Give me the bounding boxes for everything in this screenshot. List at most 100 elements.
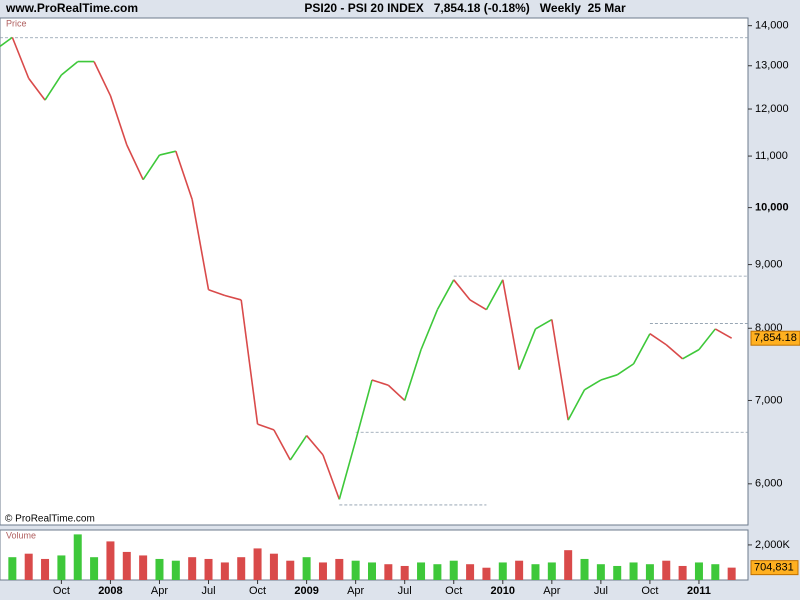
volume-bar bbox=[711, 564, 720, 580]
x-tick-label: Apr bbox=[151, 585, 168, 597]
x-tick-label: Apr bbox=[543, 585, 560, 597]
price-segment bbox=[665, 344, 684, 360]
volume-bar bbox=[318, 562, 327, 580]
price-segment bbox=[387, 384, 406, 402]
price-segment bbox=[436, 279, 455, 311]
volume-bar bbox=[482, 567, 491, 580]
volume-bar bbox=[368, 562, 376, 580]
volume-bar bbox=[155, 558, 164, 580]
price-segment bbox=[469, 299, 487, 311]
volume-bar bbox=[24, 553, 33, 580]
price-segment bbox=[0, 36, 13, 48]
x-tick-label: Oct bbox=[641, 585, 658, 597]
volume-bar bbox=[335, 558, 344, 580]
y-tick-label: 12,000 bbox=[755, 103, 789, 115]
price-panel bbox=[0, 17, 749, 526]
x-tick-label: Oct bbox=[249, 585, 266, 597]
price-segment bbox=[126, 144, 144, 181]
price-segment bbox=[208, 289, 226, 297]
price-segment bbox=[649, 333, 667, 346]
price-segment bbox=[698, 328, 716, 351]
price-segment bbox=[224, 294, 242, 301]
price-segment bbox=[420, 309, 439, 350]
price-segment bbox=[28, 77, 46, 101]
x-tick-label: 2008 bbox=[98, 585, 122, 597]
price-segment bbox=[305, 435, 324, 456]
x-tick-label: 2009 bbox=[294, 585, 318, 597]
price-segment bbox=[322, 454, 341, 500]
price-segment bbox=[240, 299, 259, 425]
price-segment bbox=[338, 440, 357, 500]
volume-bar bbox=[269, 553, 278, 580]
last-value-box bbox=[750, 330, 800, 346]
volume-bar bbox=[302, 557, 311, 580]
volume-bar bbox=[678, 565, 687, 580]
price-segment bbox=[551, 319, 569, 421]
chart-title: PSI20 - PSI 20 INDEX 7,854.18 (-0.18%) W… bbox=[304, 1, 626, 15]
price-segment bbox=[535, 318, 553, 330]
volume-bar bbox=[662, 560, 671, 580]
volume-bar bbox=[515, 560, 524, 580]
x-tick-label: 2010 bbox=[491, 585, 515, 597]
volume-bar bbox=[139, 555, 148, 580]
price-segment bbox=[682, 348, 700, 360]
volume-bar bbox=[727, 567, 736, 580]
price-segment bbox=[714, 328, 733, 339]
price-segment bbox=[93, 61, 112, 97]
volume-bar bbox=[73, 534, 82, 580]
volume-bar bbox=[90, 557, 99, 580]
price-segment bbox=[567, 389, 586, 421]
volume-bar bbox=[8, 557, 17, 580]
volume-bar bbox=[645, 564, 654, 580]
volume-bar bbox=[188, 557, 197, 580]
price-segment bbox=[354, 379, 373, 441]
volume-bar bbox=[41, 558, 50, 580]
price-segment bbox=[403, 349, 422, 401]
volume-bar bbox=[449, 560, 458, 580]
copyright: © ProRealTime.com bbox=[5, 514, 95, 525]
volume-bar bbox=[498, 562, 507, 580]
volume-bar bbox=[596, 564, 605, 580]
volume-bar bbox=[466, 564, 475, 580]
y-tick-label: 9,000 bbox=[755, 258, 783, 270]
y-tick-label: 10,000 bbox=[755, 202, 789, 214]
price-segment bbox=[453, 279, 471, 301]
y-tick-label: 14,000 bbox=[755, 20, 789, 32]
price-segment bbox=[175, 150, 193, 200]
volume-bar bbox=[122, 551, 131, 580]
price-segment bbox=[485, 279, 504, 311]
last-value-label: 704,831 bbox=[754, 562, 794, 574]
volume-bar bbox=[253, 548, 262, 580]
volume-bar bbox=[286, 560, 295, 580]
x-tick-label: Oct bbox=[53, 585, 70, 597]
volume-bar bbox=[417, 562, 426, 580]
x-tick-label: Jul bbox=[594, 585, 608, 597]
last-value-label: 7,854.18 bbox=[754, 332, 797, 344]
price-segment bbox=[273, 429, 291, 461]
price-segment bbox=[159, 150, 177, 156]
price-segment bbox=[257, 423, 275, 431]
price-segment bbox=[632, 333, 651, 365]
x-tick-label: Apr bbox=[347, 585, 364, 597]
price-segment bbox=[518, 328, 537, 370]
volume-bar bbox=[57, 555, 66, 580]
volume-bar bbox=[629, 562, 638, 580]
x-tick-label: 2011 bbox=[687, 585, 711, 597]
y-tick-label: 13,000 bbox=[755, 60, 789, 72]
price-segment bbox=[142, 154, 161, 181]
price-segment bbox=[501, 279, 520, 370]
volume-bar bbox=[106, 541, 115, 580]
volume-bar bbox=[400, 565, 409, 580]
price-segment bbox=[600, 374, 618, 381]
volume-bar bbox=[580, 558, 589, 580]
price-segment bbox=[191, 199, 210, 290]
price-segment bbox=[289, 435, 308, 461]
volume-bar bbox=[171, 560, 180, 580]
y-tick-label: 7,000 bbox=[755, 394, 783, 406]
last-value-box bbox=[750, 560, 799, 576]
volume-bar bbox=[547, 562, 556, 580]
volume-bar bbox=[531, 564, 540, 580]
volume-bar bbox=[351, 560, 360, 580]
volume-bar bbox=[384, 564, 393, 580]
